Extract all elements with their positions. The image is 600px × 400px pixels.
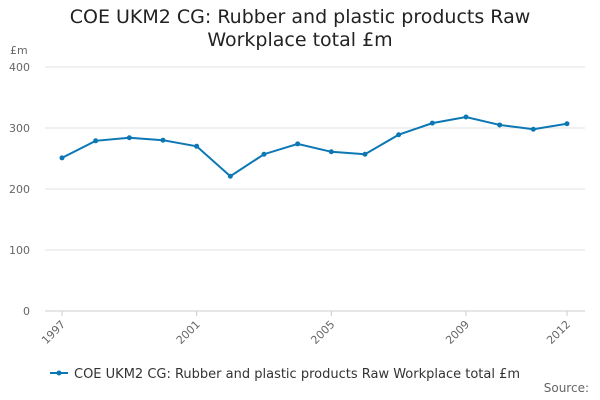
chart-title: COE UKM2 CG: Rubber and plastic products… xyxy=(69,6,531,51)
data-point xyxy=(463,114,469,120)
x-tick-label: 1997 xyxy=(39,318,68,347)
x-tick-label: 2012 xyxy=(544,318,573,347)
data-point xyxy=(194,143,200,149)
data-point xyxy=(362,151,368,157)
y-tick-label: 200 xyxy=(9,183,30,196)
series-line xyxy=(61,115,568,178)
data-point xyxy=(295,141,301,147)
y-axis-label: £m xyxy=(10,44,28,57)
data-point xyxy=(564,121,570,127)
legend-label: COE UKM2 CG: Rubber and plastic products… xyxy=(74,367,520,382)
data-point xyxy=(261,151,267,157)
data-point xyxy=(160,137,166,143)
y-tick-label: 300 xyxy=(9,122,30,135)
data-point xyxy=(59,155,65,161)
x-tick-label: 2001 xyxy=(174,318,203,347)
data-point xyxy=(93,138,99,144)
x-tick-label: 2005 xyxy=(308,318,337,347)
data-point xyxy=(396,132,402,138)
data-point xyxy=(497,122,503,128)
legend-marker xyxy=(56,370,62,376)
y-tick-label: 100 xyxy=(9,244,30,257)
data-point xyxy=(328,149,334,155)
data-point xyxy=(429,120,435,126)
y-tick-label: 400 xyxy=(9,61,30,74)
x-tick-label: 2009 xyxy=(443,318,472,347)
data-point xyxy=(126,135,132,141)
source: Source: xyxy=(544,381,589,395)
y-tick-label: 0 xyxy=(23,305,30,318)
data-point xyxy=(530,126,536,132)
data-point xyxy=(227,173,233,179)
